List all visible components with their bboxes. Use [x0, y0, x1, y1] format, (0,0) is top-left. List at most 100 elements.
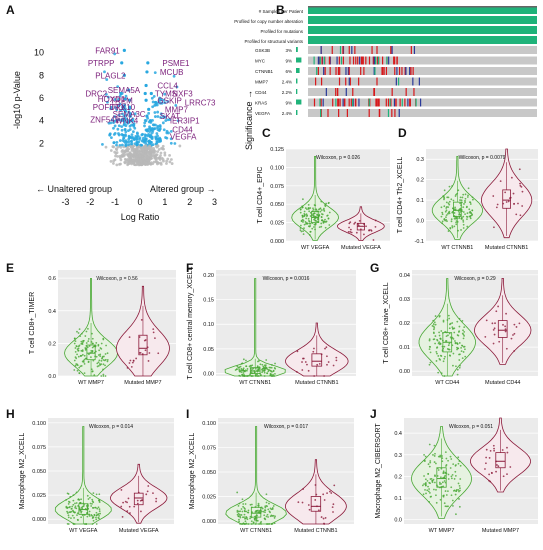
data-point	[98, 508, 101, 511]
oncoprint-alteration	[405, 67, 407, 75]
data-point	[308, 234, 311, 236]
data-point	[243, 516, 246, 519]
data-point	[453, 331, 456, 334]
data-point	[438, 314, 441, 317]
volcano-point	[162, 115, 166, 119]
data-point	[254, 511, 257, 513]
data-point	[128, 336, 131, 338]
gene-label: SKAT	[160, 112, 180, 121]
oncoprint-alteration	[394, 56, 396, 65]
data-point	[242, 372, 245, 374]
data-point	[496, 464, 498, 466]
volcano-point	[104, 145, 108, 149]
data-point	[271, 375, 274, 377]
oncoprint-alteration	[354, 46, 356, 54]
data-point	[432, 319, 435, 322]
data-point	[96, 513, 99, 516]
volcano-point	[109, 107, 113, 111]
data-point	[440, 482, 442, 485]
volcano-point	[168, 160, 172, 164]
volcano-point	[114, 154, 117, 158]
data-point	[446, 196, 449, 199]
gene-label: PTRPP	[88, 59, 115, 68]
data-point	[513, 350, 516, 352]
data-point	[88, 510, 91, 513]
volcano-point	[151, 105, 155, 109]
data-point	[241, 375, 244, 377]
y-tick-label: 0.00	[203, 372, 214, 378]
volcano-point	[144, 144, 148, 148]
data-point	[78, 366, 81, 369]
violin-panel-d: -0.1 0.0 0.1 0.2 0.3 WT CTNNB1 Mutated CTNNB1 W…	[397, 148, 538, 251]
data-point	[299, 211, 302, 214]
data-point	[460, 199, 463, 202]
data-point	[325, 346, 328, 349]
data-point	[453, 327, 456, 330]
oncoprint-alteration	[395, 98, 397, 107]
data-point	[74, 505, 77, 508]
data-point	[239, 510, 242, 513]
data-point	[434, 452, 436, 455]
volcano-point	[156, 128, 160, 132]
data-point	[95, 514, 98, 517]
data-point	[447, 473, 450, 476]
volcano-point	[147, 111, 151, 115]
oncoprint-alteration	[358, 77, 360, 86]
data-point	[459, 464, 462, 467]
data-point	[266, 372, 268, 375]
data-point	[458, 460, 461, 462]
volcano-point	[156, 110, 160, 114]
oncoprint-alteration	[385, 67, 388, 75]
data-point	[370, 229, 373, 232]
data-point	[263, 367, 266, 370]
oncoprint-alteration	[342, 46, 344, 54]
data-point	[86, 494, 89, 497]
oncoprint-alteration	[354, 98, 356, 107]
wilcoxon-annotation: Wilcoxon, p = 0.56	[96, 276, 137, 282]
data-point	[435, 360, 438, 362]
volcano-point	[120, 154, 124, 157]
gene-label: NXF3	[172, 89, 193, 98]
x-tick-label: Mutated MMP7	[124, 380, 161, 386]
data-point	[264, 364, 267, 367]
data-point	[88, 513, 91, 516]
data-point	[437, 342, 440, 345]
data-point	[421, 484, 424, 487]
data-point	[348, 222, 351, 225]
data-point	[92, 342, 94, 345]
volcano-point	[156, 156, 160, 160]
data-point	[447, 230, 450, 232]
gene-point	[127, 98, 132, 102]
data-point	[445, 209, 448, 212]
data-point	[454, 195, 457, 197]
y-tick-label: 0.15	[203, 298, 214, 304]
volcano-point	[151, 123, 155, 127]
data-point	[459, 199, 461, 201]
data-point	[442, 360, 445, 363]
volcano-point	[146, 150, 150, 154]
volcano-point	[115, 140, 119, 144]
data-point	[243, 509, 246, 512]
volcano-point	[132, 149, 136, 153]
data-point	[498, 340, 501, 343]
data-point	[98, 517, 100, 520]
volcano-point	[166, 118, 170, 122]
data-point	[449, 455, 452, 458]
data-point	[235, 368, 238, 371]
data-point	[433, 444, 436, 447]
oncoprint-alteration	[375, 98, 377, 107]
data-point	[446, 220, 448, 223]
data-point	[250, 371, 253, 374]
volcano-point	[135, 137, 139, 141]
volcano-point	[123, 140, 126, 144]
data-point	[462, 227, 465, 229]
data-point	[266, 368, 269, 370]
oncoprint-alteration	[382, 67, 384, 75]
volcano-point	[150, 96, 154, 100]
y-tick-label: 0.075	[32, 445, 46, 451]
data-point	[100, 342, 103, 345]
data-point	[268, 523, 271, 525]
data-point	[484, 468, 486, 470]
data-point	[448, 185, 451, 188]
y-tick-label: 0.025	[202, 495, 216, 501]
